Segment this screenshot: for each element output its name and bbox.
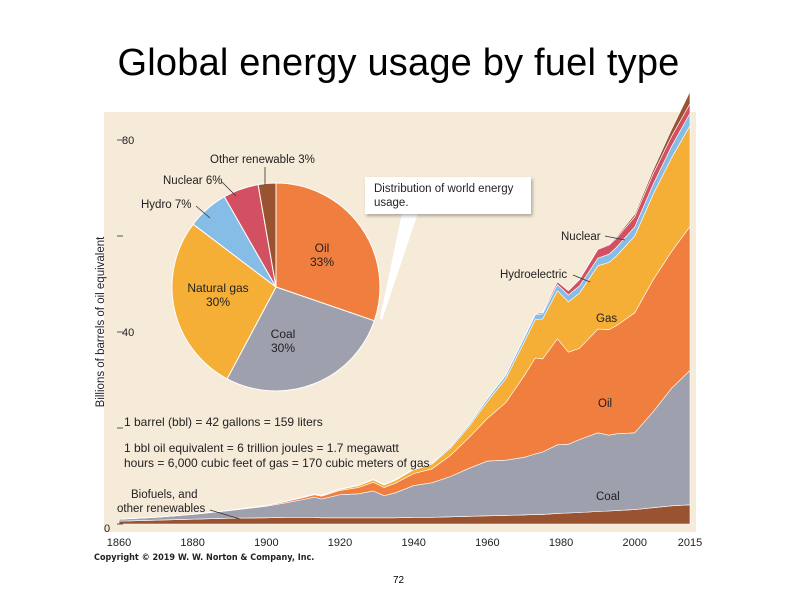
- callout-box: [365, 177, 531, 214]
- y-ticks: 0 40 80: [104, 135, 134, 535]
- label-nuclear: Nuclear: [561, 231, 601, 243]
- pie-label-coal-name: Coal: [271, 327, 296, 341]
- pie-label-oil-value: 33%: [310, 255, 334, 269]
- pie-slice-oil: [275, 182, 381, 322]
- leader-hydro: [572, 274, 591, 283]
- label-hydro: Hydroelectric: [500, 269, 567, 281]
- series-labels: Nuclear Hydroelectric Gas Oil Coal Biofuels, …: [117, 231, 626, 520]
- callout-line-1: Distribution of world energy: [374, 183, 514, 195]
- leader-biofuels: [209, 509, 241, 520]
- callout-text: Distribution of world energy usage.: [374, 183, 517, 209]
- x-tick-label: 1920: [328, 537, 352, 549]
- pie-label-gas: Natural gas 30%: [187, 281, 248, 309]
- x-tick-label: 2015: [678, 537, 702, 549]
- label-coal: Coal: [596, 491, 620, 503]
- x-tick-label: 1960: [475, 537, 499, 549]
- label-oil: Oil: [598, 398, 612, 410]
- y-tick-label: 80: [122, 135, 134, 147]
- area-other-renewable: [118, 91, 691, 520]
- y-tick-label: 0: [104, 523, 110, 535]
- page-number: 72: [392, 575, 405, 586]
- boe-annotation-line-1: 1 bbl oil equivalent = 6 trillion joules…: [124, 441, 400, 455]
- x-tick-label: 1880: [180, 537, 204, 549]
- pie-slice-coal: [226, 286, 375, 392]
- pie-labels: Oil 33%Coal 30%Natural gas 30%Other renewab…: [141, 154, 334, 355]
- y-axis-label: Billions of barrels of oil equivalent: [95, 236, 107, 407]
- pie-slice-other-renewable: [257, 182, 277, 288]
- boe-annotation: 1 bbl oil equivalent = 6 trillion joules…: [124, 441, 430, 470]
- x-tick-label: 1860: [107, 537, 131, 549]
- pie-chart: [171, 182, 381, 392]
- callout-pointer: [380, 213, 418, 320]
- pie-label-hydro-leader: [195, 205, 211, 219]
- slide-title: Global energy usage by fuel type: [117, 42, 680, 84]
- copyright-text: Copyright © 2019 W. W. Norton & Company,…: [94, 553, 315, 563]
- pie-label-nuclear: Nuclear 6%: [163, 175, 222, 187]
- label-biofuels-line-2: other renewables: [117, 503, 205, 515]
- x-tick-label: 2000: [622, 537, 646, 549]
- x-tick-label: 1980: [549, 537, 573, 549]
- y-tick-label: 40: [122, 327, 134, 339]
- pie-slice-gas: [171, 223, 277, 380]
- pie-label-other-renewable: Other renewable 3%: [210, 154, 315, 166]
- pie-label-oil: Oil 33%: [310, 241, 334, 269]
- stacked-area-series: [118, 91, 691, 525]
- boe-annotation-line-2: hours = 6,000 cubic feet of gas = 170 cu…: [124, 456, 430, 470]
- pie-label-oil-name: Oil: [315, 241, 330, 255]
- pie-label-gas-name: Natural gas: [187, 281, 248, 295]
- x-tick-label: 1900: [254, 537, 278, 549]
- x-tick-label: 1940: [401, 537, 425, 549]
- label-biofuels-line-1: Biofuels, and: [131, 489, 198, 501]
- pie-label-coal: Coal 30%: [271, 327, 296, 355]
- label-gas: Gas: [596, 313, 617, 325]
- callout-line-2: usage.: [374, 197, 409, 209]
- pie-label-hydro: Hydro 7%: [141, 199, 192, 211]
- leader-nuclear: [604, 235, 626, 241]
- pie-label-coal-value: 30%: [271, 341, 295, 355]
- x-ticks: 1860 1880 1900 1920 1940 1960 1980 2000 2015: [107, 537, 702, 549]
- barrel-annotation: 1 barrel (bbl) = 42 gallons = 159 liters: [124, 415, 323, 429]
- pie-label-nuclear-leader: [221, 181, 237, 197]
- pie-label-gas-value: 30%: [206, 295, 230, 309]
